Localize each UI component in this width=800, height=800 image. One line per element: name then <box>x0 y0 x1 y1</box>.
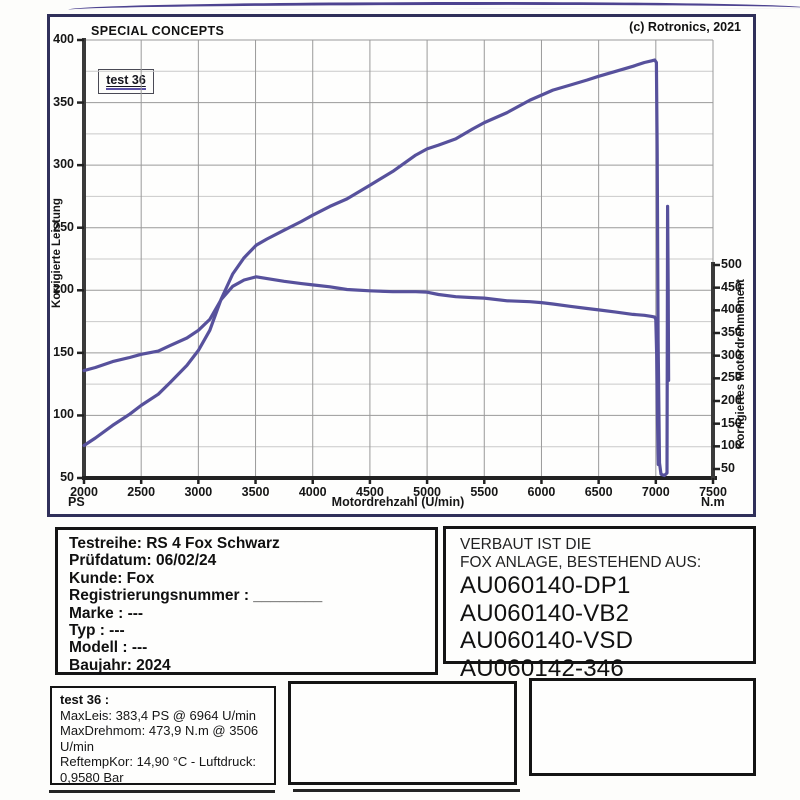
right-axis-tick-label: 350 <box>721 325 742 339</box>
x-axis-tick-label: 4500 <box>356 485 384 499</box>
test-result-line: ReftempKor: 14,90 °C - Luftdruck: 0,9580… <box>60 754 256 785</box>
left-axis-tick-label: 200 <box>53 282 74 297</box>
right-axis-tick-label: 500 <box>721 257 742 271</box>
right-axis-tick-label: 250 <box>721 370 742 385</box>
test-results-title: test 36 : <box>60 692 110 707</box>
vehicle-info-line: Registrierungsnummer : ________ <box>69 587 323 605</box>
x-axis-tick-label: 5000 <box>413 485 441 499</box>
left-axis-tick-label: 150 <box>53 344 74 359</box>
test-results-lines: MaxLeis: 383,4 PS @ 6964 U/min MaxDrehmom… <box>60 708 266 786</box>
x-axis-tick-label: 4000 <box>298 485 327 499</box>
vehicle-info-line: Typ : --- <box>69 622 125 640</box>
left-axis-title: Korrigierte Leistung <box>51 198 63 308</box>
vehicle-info-line: Marke : --- <box>69 604 144 622</box>
scan-artifact-line <box>67 1 800 10</box>
right-axis-tick-label: 300 <box>721 347 742 362</box>
test-result-line: MaxLeis: 383,4 PS @ 6964 U/min <box>60 707 257 723</box>
left-axis-tick-label: 250 <box>53 219 74 234</box>
dyno-chart-panel: SPECIAL CONCEPTS (c) Rotronics, 2021 tes… <box>47 14 756 517</box>
vehicle-info-line: Modell : --- <box>69 639 148 657</box>
x-axis-tick-label: 2500 <box>127 485 156 499</box>
empty-note-box-middle <box>288 681 517 785</box>
x-axis-tick-label: 6000 <box>527 485 556 499</box>
left-axis-unit-label: PS <box>68 495 85 509</box>
x-axis-tick-label: 6500 <box>584 485 613 499</box>
left-axis-tick-label: 400 <box>53 32 74 46</box>
parts-list: AU060140-DP1 AU060140-VB2 AU060140-VSD AU06… <box>460 572 739 682</box>
brand-title: SPECIAL CONCEPTS <box>91 24 225 38</box>
parts-heading-line2: FOX ANLAGE, BESTEHEND AUS: <box>460 554 702 571</box>
right-axis-tick-label: 100 <box>721 438 742 453</box>
left-axis-tick-label: 100 <box>53 407 74 422</box>
right-axis-tick-label: 50 <box>721 461 735 475</box>
left-axis-tick-label: 50 <box>60 470 74 484</box>
vehicle-info-line: Kunde: Fox <box>69 569 155 587</box>
x-axis-tick-label: 7000 <box>641 485 670 499</box>
vehicle-info-line: Testreihe: RS 4 Fox Schwarz <box>69 535 280 552</box>
vehicle-info-line: Prüfdatum: 06/02/24 <box>69 552 217 570</box>
run-label-box: test 36 <box>98 69 154 94</box>
right-axis-tick-label: 150 <box>721 415 742 430</box>
x-axis-tick-label: 5500 <box>470 485 499 499</box>
part-number: AU060142-346 <box>460 654 624 682</box>
right-axis-unit-label: N.m <box>701 495 725 509</box>
underline-rule-middle <box>293 789 520 792</box>
test-results-box: test 36 : MaxLeis: 383,4 PS @ 6964 U/min… <box>50 686 276 785</box>
x-axis-tick-label: 3500 <box>241 485 270 499</box>
empty-note-box-right <box>529 678 756 776</box>
part-number: AU060140-DP1 <box>460 572 631 599</box>
installed-parts-box: VERBAUT IST DIE FOX ANLAGE, BESTEHEND AU… <box>443 526 756 682</box>
right-axis-tick-label: 400 <box>721 302 742 317</box>
part-number: AU060140-VSD <box>460 627 634 654</box>
underline-rule-left <box>49 790 275 793</box>
copyright-text: (c) Rotronics, 2021 <box>629 20 741 34</box>
parts-heading-line1: VERBAUT IST DIE <box>460 536 592 553</box>
left-axis-tick-label: 300 <box>53 157 74 172</box>
right-axis-tick-label: 450 <box>721 279 742 294</box>
run-label: test 36 <box>106 73 146 90</box>
part-number: AU060140-VB2 <box>460 599 630 627</box>
right-axis-tick-label: 200 <box>721 393 742 407</box>
x-axis-tick-label: 3000 <box>184 485 213 499</box>
left-axis-tick-label: 350 <box>53 94 74 109</box>
x-axis-tick-label: 2000 <box>70 485 98 499</box>
x-axis-tick-label: 7500 <box>699 485 727 499</box>
vehicle-info-line: Baujahr: 2024 <box>69 656 171 674</box>
test-result-line: MaxDrehmom: 473,9 N.m @ 3506 U/min <box>60 723 259 754</box>
right-axis-title: Korrigiertes Motordrehmoment <box>735 279 747 449</box>
vehicle-info-box: Testreihe: RS 4 Fox Schwarz Prüfdatum: 06… <box>55 527 438 675</box>
x-axis-title: Motordrehzahl (U/min) <box>331 495 465 509</box>
